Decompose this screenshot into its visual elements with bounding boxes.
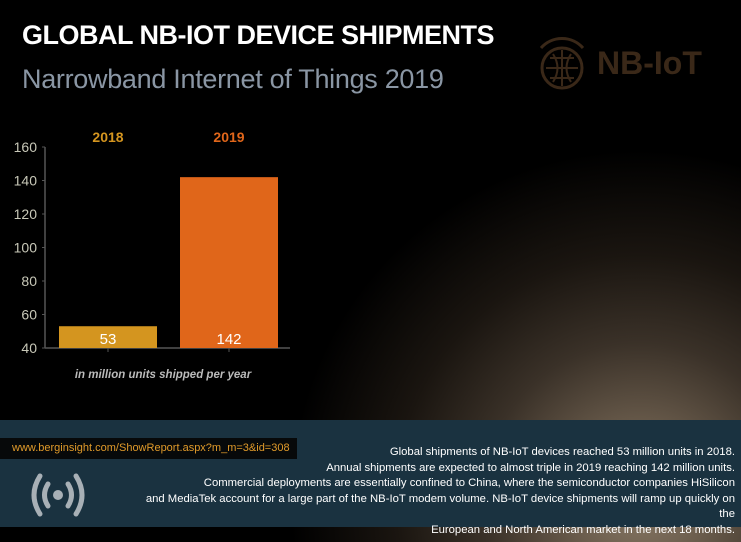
y-tick-label: 100 xyxy=(14,240,38,256)
page-title: GLOBAL NB-IOT DEVICE SHIPMENTS xyxy=(22,20,495,50)
description-line: Global shipments of NB-IoT devices reach… xyxy=(389,446,735,458)
description-line: Annual shipments are expected to almost … xyxy=(326,461,735,474)
description: Global shipments of NB-IoT devices reach… xyxy=(135,445,735,538)
y-tick-label: 120 xyxy=(14,206,38,222)
data-label: 53 xyxy=(100,331,117,348)
description-line: European and North American market in th… xyxy=(431,523,735,536)
description-line: Commercial deployments are essentially c… xyxy=(203,477,735,489)
description-line: and MediaTek account for a large part of… xyxy=(145,492,735,521)
category-label: 2018 xyxy=(92,129,123,145)
y-tick-label: 60 xyxy=(21,307,37,323)
x-axis-label: in million units shipped per year xyxy=(75,369,252,381)
category-label: 2019 xyxy=(213,129,244,145)
y-tick-label: 80 xyxy=(21,273,37,289)
bar-chart: 40 60 80 100 120 140 160 53 2018 142 2019 in mill… xyxy=(14,129,290,381)
globe-icon xyxy=(539,37,585,90)
source-link[interactable]: www.berginsight.com/ShowReport.aspx?m_m=… xyxy=(0,438,297,459)
y-tick-label: 40 xyxy=(21,340,37,356)
page-subtitle: Narrowband Internet of Things 2019 xyxy=(22,64,444,94)
bar-2019 xyxy=(180,177,278,348)
y-tick-label: 140 xyxy=(14,173,38,189)
data-label: 142 xyxy=(216,331,241,348)
bar-2018 xyxy=(59,326,157,348)
logo-text: NB-IoT xyxy=(597,44,702,81)
broadcast-icon xyxy=(31,473,85,517)
footer-panel xyxy=(0,420,741,527)
y-tick-label: 160 xyxy=(14,139,38,155)
nb-iot-logo: NB-IoT xyxy=(533,34,702,92)
